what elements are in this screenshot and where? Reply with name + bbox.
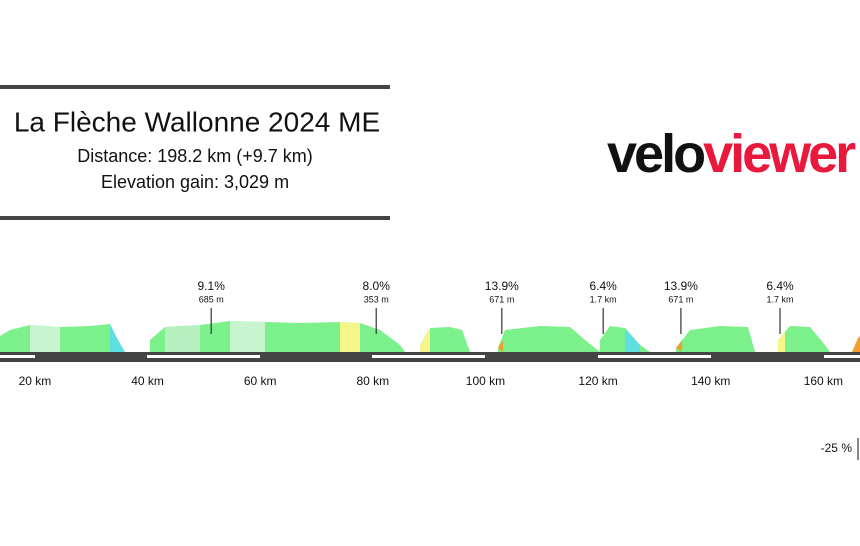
- climb-length: 685 m: [199, 294, 224, 304]
- profile-area: [165, 325, 200, 352]
- climb-length: 671 m: [489, 294, 514, 304]
- road-stripe: [824, 355, 860, 358]
- profile-area: [340, 322, 360, 352]
- climb-length: 671 m: [668, 294, 693, 304]
- logo-second: viewer: [703, 124, 856, 184]
- x-tick-label: 40 km: [131, 374, 164, 388]
- profile-area: [778, 332, 785, 352]
- profile-area: [420, 327, 470, 352]
- profile-area: [420, 328, 430, 352]
- profile-area: [778, 326, 830, 352]
- profile-area: [676, 340, 682, 352]
- x-tick-label: 100 km: [466, 374, 505, 388]
- distance: Distance: 198.2 km (+9.7 km): [77, 146, 313, 166]
- title: La Flèche Wallonne 2024 ME: [14, 106, 380, 137]
- climb-length: 1.7 km: [767, 294, 794, 304]
- logo-first: velo: [607, 124, 704, 184]
- x-tick-label: 140 km: [691, 374, 730, 388]
- x-tick-label: 60 km: [244, 374, 277, 388]
- legend-label: -25 %: [821, 441, 853, 455]
- road-stripe: [372, 355, 485, 358]
- profile-area: [230, 321, 265, 352]
- elevation-gain: Elevation gain: 3,029 m: [101, 172, 289, 192]
- profile-area: [625, 328, 640, 352]
- climb-gradient: 13.9%: [664, 279, 698, 293]
- climb-gradient: 6.4%: [590, 279, 618, 293]
- profile-area: [852, 336, 860, 352]
- road-stripe: [0, 355, 35, 358]
- climb-gradient: 13.9%: [485, 279, 519, 293]
- x-tick-label: 160 km: [804, 374, 843, 388]
- climb-length: 1.7 km: [590, 294, 617, 304]
- x-tick-label: 20 km: [19, 374, 52, 388]
- profile-area: [676, 326, 755, 352]
- x-tick-label: 120 km: [578, 374, 617, 388]
- climb-gradient: 8.0%: [363, 279, 391, 293]
- road-stripe: [598, 355, 711, 358]
- x-tick-label: 80 km: [356, 374, 389, 388]
- profile-area: [0, 324, 125, 352]
- profile-area: [498, 326, 600, 352]
- climb-gradient: 6.4%: [766, 279, 794, 293]
- climb-gradient: 9.1%: [198, 279, 226, 293]
- profile-area: [110, 324, 125, 352]
- climb-length: 353 m: [364, 294, 389, 304]
- road-stripe: [147, 355, 260, 358]
- profile-area: [498, 340, 503, 352]
- profile: [0, 321, 860, 362]
- profile-area: [30, 325, 60, 352]
- logo: veloviewer: [607, 124, 856, 184]
